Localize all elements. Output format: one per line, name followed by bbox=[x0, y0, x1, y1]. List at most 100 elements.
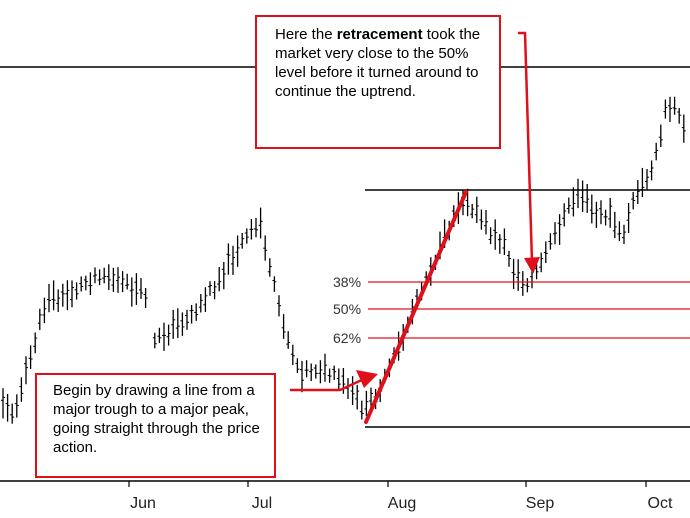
ohlc-bar bbox=[97, 269, 102, 286]
tick-label-aug: Aug bbox=[388, 495, 416, 512]
ohlc-bar bbox=[562, 203, 567, 227]
tick-label-jul: Jul bbox=[252, 495, 272, 512]
retracement-arrow bbox=[518, 31, 534, 263]
ohlc-bar bbox=[33, 332, 38, 354]
ohlc-bar bbox=[603, 209, 608, 226]
ohlc-bar bbox=[309, 363, 314, 382]
ohlc-bar bbox=[198, 294, 203, 313]
ohlc-bar bbox=[649, 160, 654, 181]
ohlc-bar bbox=[654, 142, 659, 161]
ohlc-bar bbox=[244, 228, 249, 244]
ohlc-bar bbox=[599, 200, 603, 225]
ohlc-bar bbox=[622, 224, 626, 244]
ohlc-bar bbox=[332, 365, 337, 380]
ohlc-bar bbox=[608, 197, 613, 228]
ohlc-bar bbox=[166, 324, 171, 346]
ohlc-bar bbox=[212, 281, 217, 300]
arrow-head bbox=[524, 257, 540, 274]
ohlc-bar bbox=[10, 403, 15, 424]
ohlc-bar bbox=[60, 283, 65, 307]
ohlc-bar bbox=[566, 197, 571, 214]
ohlc-bar bbox=[594, 201, 599, 228]
ohlc-bar bbox=[543, 241, 548, 264]
ohlc-bar bbox=[525, 278, 530, 293]
ohlc-bar bbox=[571, 187, 576, 217]
ohlc-bar bbox=[350, 376, 355, 405]
ohlc-bar bbox=[249, 219, 254, 240]
ohlc-bar bbox=[681, 114, 686, 143]
ohlc-bar bbox=[516, 259, 521, 291]
ohlc-bar bbox=[359, 400, 364, 420]
price-bars bbox=[1, 96, 686, 424]
ohlc-bar bbox=[254, 217, 258, 238]
ohlc-bar bbox=[502, 228, 507, 255]
ohlc-bar bbox=[226, 243, 231, 275]
ohlc-bar bbox=[479, 209, 484, 230]
level-label-62: 62% bbox=[333, 330, 361, 346]
ohlc-bar bbox=[157, 327, 162, 344]
trough-arrow bbox=[290, 377, 365, 392]
ohlc-bar bbox=[5, 393, 10, 422]
ohlc-bar bbox=[134, 273, 139, 305]
ohlc-bar bbox=[589, 194, 594, 224]
ohlc-bar bbox=[318, 360, 323, 384]
ohlc-bar bbox=[267, 258, 272, 277]
ohlc-bar bbox=[617, 221, 622, 242]
ohlc-bar bbox=[106, 264, 111, 291]
ohlc-bar bbox=[51, 280, 56, 311]
ohlc-bar bbox=[189, 305, 194, 324]
ohlc-bar bbox=[221, 262, 226, 290]
ohlc-bar bbox=[585, 184, 590, 213]
ohlc-bar bbox=[70, 280, 74, 308]
ohlc-bar bbox=[470, 203, 475, 219]
ohlc-bar bbox=[102, 267, 107, 284]
ohlc-bar bbox=[42, 297, 47, 324]
ohlc-bar bbox=[152, 332, 157, 349]
annotation-arrows bbox=[290, 31, 540, 392]
ohlc-bar bbox=[580, 180, 585, 212]
ohlc-bar bbox=[24, 356, 28, 385]
ohlc-bar bbox=[217, 267, 222, 292]
ohlc-bar bbox=[336, 368, 341, 391]
retracement-callout: Here the retracement took the market ver… bbox=[255, 15, 501, 149]
ohlc-bar bbox=[194, 303, 199, 321]
ohlc-bar bbox=[626, 203, 631, 233]
ohlc-bar bbox=[125, 273, 130, 290]
ohlc-bar bbox=[493, 219, 498, 250]
ohlc-bar bbox=[83, 275, 88, 291]
trend-line bbox=[364, 190, 468, 424]
ohlc-bar bbox=[272, 276, 277, 292]
ohlc-bar bbox=[129, 277, 134, 307]
ohlc-bar bbox=[175, 308, 180, 339]
ohlc-bar bbox=[364, 390, 369, 416]
ohlc-bar bbox=[474, 196, 479, 224]
x-axis: Jun Jul Aug Sep Oct bbox=[128, 481, 673, 512]
ohlc-bar bbox=[576, 178, 580, 209]
ohlc-bar bbox=[93, 267, 97, 284]
ohlc-bar bbox=[304, 360, 309, 378]
arrow-head bbox=[356, 370, 378, 388]
ohlc-bar bbox=[327, 368, 332, 383]
ohlc-bar bbox=[645, 169, 649, 190]
ohlc-bar bbox=[162, 322, 166, 351]
ohlc-bar bbox=[635, 180, 640, 204]
ohlc-bar bbox=[139, 278, 143, 299]
tick-label-jun: Jun bbox=[130, 495, 156, 512]
ohlc-bar bbox=[19, 377, 24, 402]
level-label-50: 50% bbox=[333, 301, 361, 317]
ohlc-bar bbox=[79, 276, 84, 292]
ohlc-bar bbox=[548, 233, 553, 250]
ohlc-bar bbox=[313, 364, 318, 379]
ohlc-bar bbox=[235, 235, 240, 267]
ohlc-bar bbox=[658, 124, 663, 147]
ohlc-bar bbox=[111, 267, 116, 292]
ohlc-bar bbox=[116, 267, 120, 293]
ohlc-bar bbox=[180, 312, 185, 336]
ohlc-bar bbox=[557, 214, 562, 245]
ohlc-bar bbox=[300, 360, 304, 393]
ohlc-bar bbox=[74, 282, 79, 300]
ohlc-bar bbox=[277, 295, 281, 317]
callout-text-before: Here the bbox=[275, 26, 337, 43]
ohlc-bar bbox=[465, 188, 470, 217]
